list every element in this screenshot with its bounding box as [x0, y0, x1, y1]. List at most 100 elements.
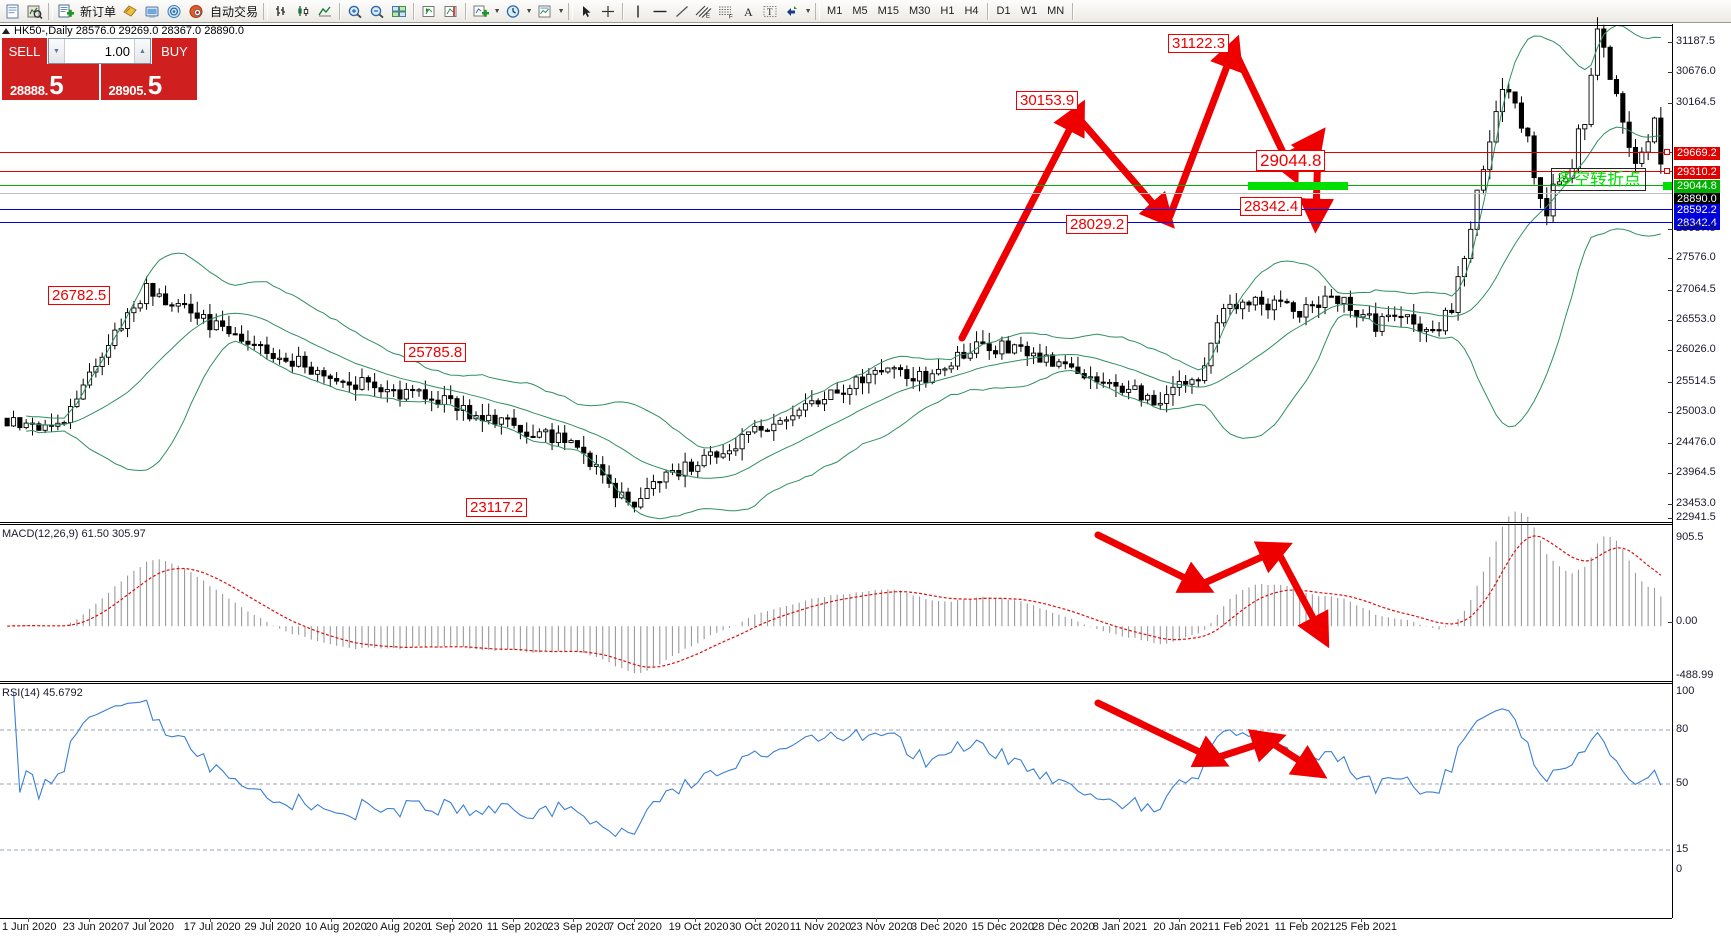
- toolbar-grip-2[interactable]: [263, 2, 269, 20]
- annotation-28029[interactable]: 28029.2: [1066, 215, 1129, 234]
- last-price-line-28890[interactable]: [0, 193, 1672, 194]
- bollinger-up: [26, 24, 1661, 449]
- rsi-arrow-down-1: [1094, 699, 1230, 768]
- zoom-out-icon[interactable]: [366, 1, 388, 22]
- octp-top-row: SELL ▼ 1.00 ▲ BUY: [2, 38, 197, 64]
- arrows-icon[interactable]: [781, 1, 803, 22]
- indicators-icon[interactable]: [470, 1, 492, 22]
- time-tick-mark: [391, 918, 393, 922]
- zoom-in-icon[interactable]: [344, 1, 366, 22]
- chart-expand-icon[interactable]: [2, 28, 10, 34]
- autotrading-icon[interactable]: [185, 1, 207, 22]
- toolbar-grip-4[interactable]: [815, 2, 821, 20]
- rsi-line: [12, 691, 1662, 838]
- annotation-23117[interactable]: 23117.2: [466, 498, 528, 517]
- fibonacci-retracement-icon[interactable]: F: [715, 1, 737, 22]
- annotation-30153[interactable]: 30153.9: [1016, 91, 1079, 110]
- auto-scroll-icon[interactable]: [440, 1, 462, 22]
- bar-chart-icon[interactable]: [270, 1, 292, 22]
- new-order-icon[interactable]: [55, 1, 77, 22]
- time-tick-mark: [573, 918, 575, 922]
- text-icon[interactable]: A: [737, 1, 759, 22]
- price-tick-mark: [1668, 290, 1673, 291]
- resistance-handle-29669[interactable]: [1664, 149, 1670, 155]
- cursor-icon[interactable]: [575, 1, 597, 22]
- toolbar-separator-2: [413, 2, 416, 20]
- price-tick-mark: [1668, 72, 1673, 73]
- buy-button[interactable]: BUY: [151, 38, 197, 64]
- timeframe-d1[interactable]: D1: [996, 5, 1011, 17]
- time-tick-11: 19 Oct 2020: [668, 921, 729, 933]
- tile-windows-icon[interactable]: [388, 1, 410, 22]
- crosshair-icon[interactable]: [597, 1, 619, 22]
- candlestick-chart-icon[interactable]: [292, 1, 314, 22]
- support-line-29044[interactable]: [0, 185, 1672, 186]
- timeframe-m1[interactable]: M1: [827, 5, 843, 17]
- templates-icon[interactable]: [534, 1, 556, 22]
- volume-increase-icon[interactable]: ▲: [134, 39, 150, 63]
- time-tick-9: 23 Sep 2020: [547, 921, 610, 933]
- annotation-turning-point[interactable]: 多空转折点: [1551, 168, 1646, 191]
- resistance-line-29310[interactable]: [0, 171, 1672, 172]
- horizontal-line-icon[interactable]: [649, 1, 671, 22]
- indicators-dropdown-icon[interactable]: ▼: [493, 7, 501, 15]
- support-line-28592[interactable]: [0, 209, 1672, 210]
- new-order-label[interactable]: 新订单: [80, 4, 117, 19]
- timeframe-h1[interactable]: H1: [940, 5, 955, 17]
- price-axis-line: [1672, 24, 1673, 918]
- metaeditor-icon[interactable]: [119, 1, 141, 22]
- time-tick-mark: [937, 918, 938, 922]
- volume-stepper[interactable]: ▼ 1.00 ▲: [48, 38, 151, 64]
- price-badge-28592[interactable]: 28592.2: [1674, 204, 1720, 217]
- navigator-icon[interactable]: [163, 1, 185, 22]
- toolbar-separator-5: [986, 2, 989, 20]
- toolbar-grip-3[interactable]: [568, 2, 574, 20]
- new-chart-icon[interactable]: [2, 1, 24, 22]
- resistance-handle-29310[interactable]: [1664, 168, 1670, 174]
- time-tick-12: 30 Oct 2020: [729, 921, 790, 933]
- annotation-25785[interactable]: 25785.8: [404, 343, 467, 362]
- templates-dropdown-icon[interactable]: ▼: [557, 7, 565, 15]
- sell-button[interactable]: SELL: [2, 38, 48, 64]
- annotation-29044[interactable]: 29044.8: [1256, 150, 1326, 171]
- arrows-dropdown-icon[interactable]: ▼: [804, 7, 812, 15]
- toolbar-grip[interactable]: [48, 2, 53, 20]
- sell-price-button[interactable]: 28888 . 5: [2, 64, 99, 100]
- text-label-icon[interactable]: T: [759, 1, 781, 22]
- timeframe-mn[interactable]: MN: [1047, 5, 1065, 17]
- timeframe-w1[interactable]: W1: [1020, 5, 1038, 17]
- price-badge-28342[interactable]: 28342.4: [1674, 217, 1720, 230]
- price-badge-29669[interactable]: 29669.2: [1674, 147, 1720, 160]
- macd-rsi-separator: [0, 681, 1672, 684]
- vertical-line-icon[interactable]: [627, 1, 649, 22]
- annotation-28342[interactable]: 28342.4: [1240, 197, 1303, 216]
- period-icon[interactable]: [502, 1, 524, 22]
- annotation-31122[interactable]: 31122.3: [1168, 34, 1230, 53]
- volume-value[interactable]: 1.00: [104, 43, 130, 59]
- time-tick-mark: [149, 918, 151, 922]
- shift-end-icon[interactable]: [418, 1, 440, 22]
- annotation-26782[interactable]: 26782.5: [48, 286, 111, 305]
- time-tick-mark: [1179, 918, 1181, 922]
- resistance-line-29669[interactable]: [0, 152, 1672, 153]
- price-badge-29044[interactable]: 29044.8: [1674, 180, 1720, 193]
- support-line-28342[interactable]: [0, 222, 1672, 223]
- timeframe-m15[interactable]: M15: [877, 5, 899, 17]
- price-badge-29310[interactable]: 29310.2: [1674, 166, 1720, 179]
- equidistant-channel-icon[interactable]: E: [693, 1, 715, 22]
- timeframe-m5[interactable]: M5: [852, 5, 868, 17]
- terminal-icon[interactable]: [141, 1, 163, 22]
- support-zone-highlight[interactable]: [1248, 182, 1348, 190]
- volume-decrease-icon[interactable]: ▼: [49, 39, 65, 63]
- trendline-icon[interactable]: [671, 1, 693, 22]
- autotrading-label[interactable]: 自动交易: [210, 4, 259, 19]
- price-badge-28890[interactable]: 28890.0: [1674, 193, 1720, 206]
- buy-price-button[interactable]: 28905 . 5: [98, 64, 197, 100]
- time-tick-mark: [755, 918, 757, 922]
- line-chart-icon[interactable]: [314, 1, 336, 22]
- time-tick-4: 29 Jul 2020: [244, 921, 302, 933]
- timeframe-h4[interactable]: H4: [964, 5, 979, 17]
- period-dropdown-icon[interactable]: ▼: [525, 7, 533, 15]
- timeframe-m30[interactable]: M30: [909, 5, 931, 17]
- chart-profile-icon[interactable]: [24, 1, 46, 22]
